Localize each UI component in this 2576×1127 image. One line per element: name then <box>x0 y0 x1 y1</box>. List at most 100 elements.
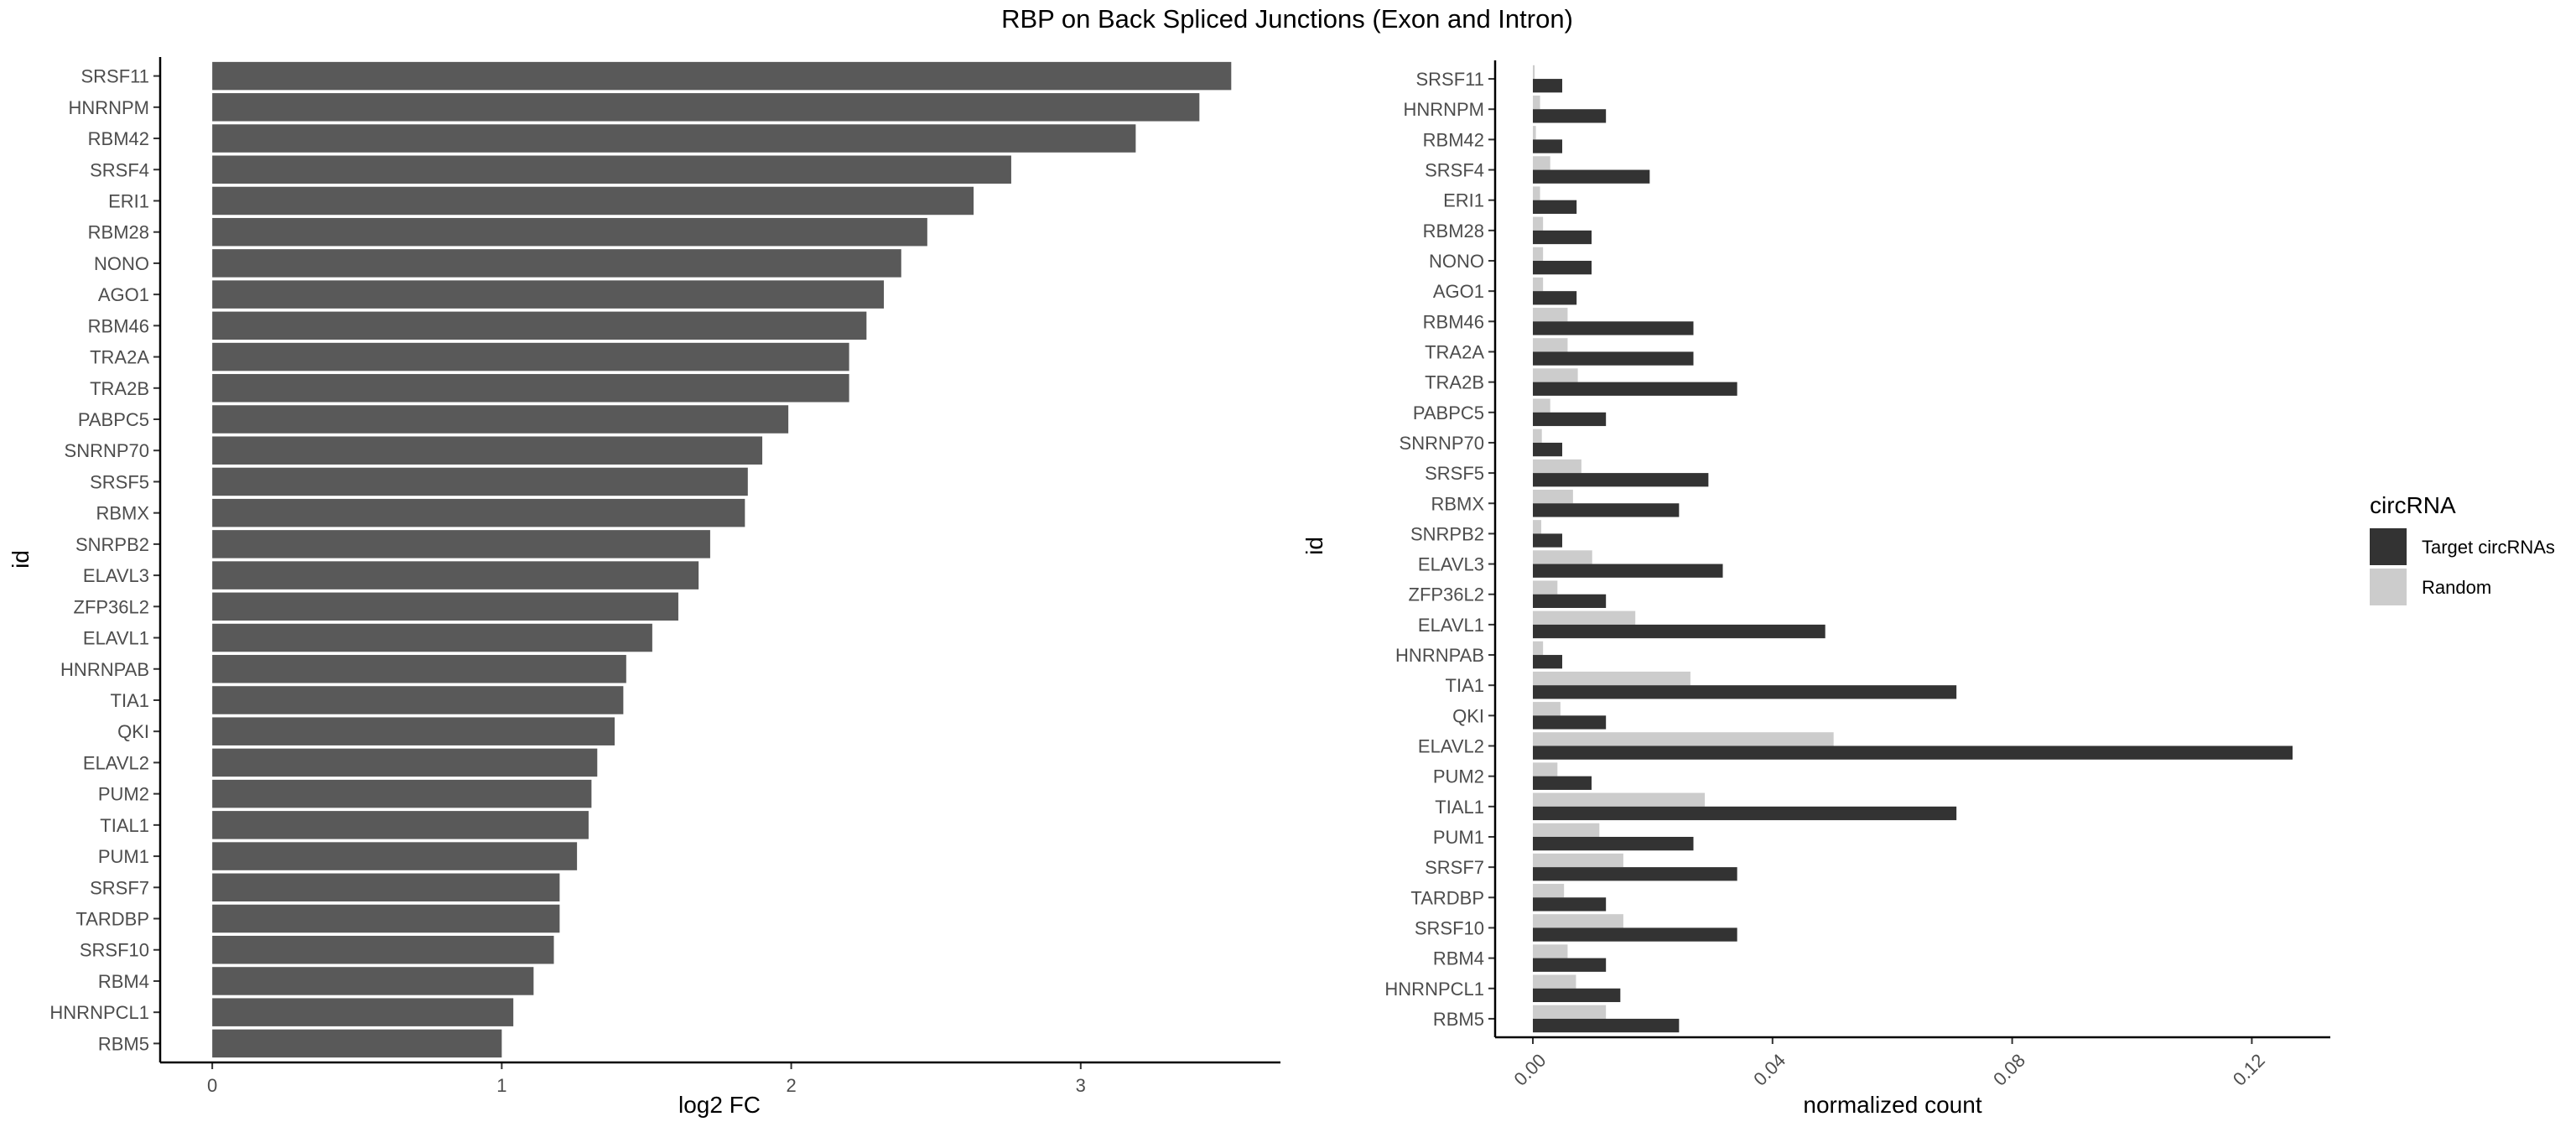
bar-rbm4 <box>212 967 534 995</box>
bar-random-rbm4 <box>1533 944 1568 958</box>
bar-target-circrnas-eri1 <box>1533 200 1577 214</box>
bar-target-circrnas-hnrnpcl1 <box>1533 988 1621 1003</box>
bar-random-pum1 <box>1533 823 1600 837</box>
bar-rbmx <box>212 498 745 527</box>
bar-random-snrnp70 <box>1533 428 1542 443</box>
bar-hnrnpab <box>212 655 626 683</box>
right-y-tick-nono: NONO <box>1429 251 1484 272</box>
left-y-axis-title: id <box>8 550 34 569</box>
bar-target-circrnas-tra2b <box>1533 382 1737 396</box>
bar-random-tia1 <box>1533 671 1690 686</box>
right-y-tick-rbm46: RBM46 <box>1423 311 1484 332</box>
bar-target-circrnas-tra2a <box>1533 351 1694 366</box>
right-y-tick-tra2b: TRA2B <box>1425 372 1484 393</box>
bar-srsf5 <box>212 467 748 496</box>
bar-hnrnpcl1 <box>212 998 514 1026</box>
left-y-tick-hnrnpm: HNRNPM <box>68 97 149 118</box>
legend-title: circRNA <box>2370 492 2456 518</box>
bar-random-srsf10 <box>1533 914 1623 928</box>
bar-srsf11 <box>212 61 1232 91</box>
bar-random-tra2a <box>1533 338 1568 352</box>
left-y-tick-elavl3: ELAVL3 <box>83 565 149 586</box>
bar-target-circrnas-rbm42 <box>1533 139 1563 153</box>
right-y-tick-eri1: ERI1 <box>1443 190 1484 211</box>
bar-target-circrnas-pum2 <box>1533 776 1592 790</box>
right-x-tick-0-08: 0.08 <box>1989 1050 2029 1090</box>
bar-random-elavl1 <box>1533 610 1636 625</box>
left-y-tick-elavl1: ELAVL1 <box>83 628 149 649</box>
bar-eri1 <box>212 186 974 216</box>
left-y-tick-eri1: ERI1 <box>108 190 149 211</box>
left-y-tick-hnrnpab: HNRNPAB <box>60 659 149 680</box>
left-y-tick-tardbp: TARDBP <box>75 909 149 930</box>
left-y-tick-ago1: AGO1 <box>98 284 149 305</box>
right-y-tick-hnrnpcl1: HNRNPCL1 <box>1384 979 1484 1000</box>
bar-random-srsf5 <box>1533 459 1581 474</box>
bar-random-hnrnpm <box>1533 95 1540 110</box>
left-y-tick-zfp36l2: ZFP36L2 <box>74 596 150 617</box>
bar-random-hnrnpcl1 <box>1533 974 1576 989</box>
bar-pum1 <box>212 842 578 870</box>
right-x-tick-0-00: 0.00 <box>1509 1050 1550 1090</box>
right-y-tick-srsf5: SRSF5 <box>1425 463 1484 484</box>
left-x-tick-labels: 0 1 2 3 <box>207 1062 1086 1096</box>
bar-elavl1 <box>212 623 652 652</box>
bar-target-circrnas-srsf7 <box>1533 867 1737 881</box>
left-y-tick-tra2a: TRA2A <box>90 347 149 368</box>
left-y-tick-srsf10: SRSF10 <box>80 940 149 961</box>
bar-random-rbm42 <box>1533 126 1536 140</box>
bar-random-tra2b <box>1533 368 1578 382</box>
right-y-tick-zfp36l2: ZFP36L2 <box>1409 584 1485 605</box>
bar-tra2a <box>212 342 849 371</box>
bar-rbm28 <box>212 217 927 247</box>
bar-elavl3 <box>212 561 699 589</box>
right-x-tick-labels: 0.00 0.04 0.08 0.12 <box>1509 1037 2269 1090</box>
bar-target-circrnas-ago1 <box>1533 291 1577 305</box>
left-x-tick-2: 2 <box>786 1075 796 1096</box>
right-y-tick-tial1: TIAL1 <box>1435 797 1484 818</box>
bar-srsf7 <box>212 873 560 902</box>
bar-random-rbm28 <box>1533 216 1544 231</box>
bar-tra2b <box>212 374 849 402</box>
bar-random-rbm5 <box>1533 1005 1607 1019</box>
left-panel-log2fc: SRSF11HNRNPMRBM42SRSF4ERI1RBM28NONOAGO1R… <box>8 57 1280 1118</box>
bar-random-eri1 <box>1533 186 1540 200</box>
bar-random-rbm46 <box>1533 308 1568 322</box>
left-x-tick-3: 3 <box>1076 1075 1086 1096</box>
right-y-axis-title: id <box>1301 537 1327 555</box>
left-y-tick-rbm42: RBM42 <box>88 128 149 149</box>
right-y-tick-tia1: TIA1 <box>1446 675 1484 696</box>
left-y-tick-pum2: PUM2 <box>98 784 149 805</box>
bar-random-rbmx <box>1533 489 1573 504</box>
right-bars <box>1533 65 2293 1033</box>
left-y-tick-tra2b: TRA2B <box>90 378 149 399</box>
right-y-tick-hnrnpab: HNRNPAB <box>1395 645 1484 666</box>
bar-ago1 <box>212 280 885 309</box>
left-y-tick-tia1: TIA1 <box>111 690 149 711</box>
bar-target-circrnas-rbm5 <box>1533 1018 1680 1033</box>
bar-random-srsf7 <box>1533 853 1623 868</box>
bar-target-circrnas-rbm4 <box>1533 958 1607 972</box>
right-y-tick-srsf4: SRSF4 <box>1425 160 1484 181</box>
bar-tial1 <box>212 811 589 839</box>
bar-tia1 <box>212 686 624 714</box>
bar-target-circrnas-srsf10 <box>1533 927 1737 942</box>
bar-random-pum2 <box>1533 762 1558 776</box>
bar-snrpb2 <box>212 530 710 558</box>
bar-target-circrnas-pabpc5 <box>1533 412 1607 427</box>
right-y-tick-hnrnpm: HNRNPM <box>1403 99 1484 120</box>
right-y-tick-pum2: PUM2 <box>1433 766 1484 787</box>
bar-target-circrnas-srsf11 <box>1533 79 1563 93</box>
right-y-tick-labels: SRSF11 HNRNPM RBM42 SRSF4 ERI1 RBM28 NONO AGO1 R… <box>1384 69 1495 1030</box>
legend-key-target-circrnas <box>2370 528 2407 565</box>
left-y-tick-rbm4: RBM4 <box>98 971 149 992</box>
left-y-tick-snrnp70: SNRNP70 <box>65 440 149 461</box>
bar-rbm46 <box>212 311 867 340</box>
left-y-tick-srsf5: SRSF5 <box>90 471 149 492</box>
right-y-tick-snrpb2: SNRPB2 <box>1410 523 1484 544</box>
right-x-axis-title: normalized count <box>1803 1092 1981 1118</box>
bar-pum2 <box>212 779 592 808</box>
left-y-tick-snrpb2: SNRPB2 <box>75 534 149 555</box>
bar-target-circrnas-tardbp <box>1533 897 1607 911</box>
